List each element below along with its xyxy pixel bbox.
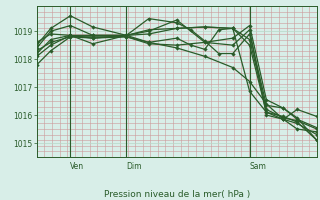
Text: Pression niveau de la mer( hPa ): Pression niveau de la mer( hPa ) [104, 190, 250, 199]
Text: Sam: Sam [250, 162, 267, 171]
Text: Dim: Dim [126, 162, 142, 171]
Text: Ven: Ven [70, 162, 84, 171]
